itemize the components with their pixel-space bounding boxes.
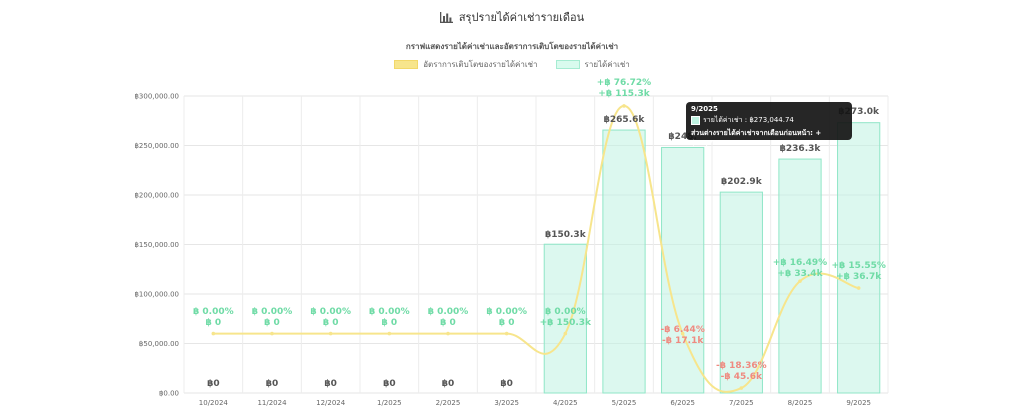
legend-item-income[interactable]: รายได้ค่าเช่า [555,58,630,71]
growth-amount-label: ฿ 0 [499,318,515,328]
tooltip-title: 9/2025 [691,105,718,113]
bar [778,158,822,394]
bar [661,146,705,394]
growth-percent-label: ฿ 0.00% [193,307,234,317]
growth-point [504,331,509,336]
bar-value-label: ฿265.6k [604,115,646,125]
tooltip-value: รายได้ค่าเช่า : ฿273,044.74 [703,116,794,124]
bar-value-label: ฿150.3k [545,230,587,240]
x-tick-label: 3/2025 [494,399,519,407]
bar [543,243,587,394]
legend-item-growth[interactable]: อัตราการเติบโตของรายได้ค่าเช่า [394,58,538,71]
bar-value-label: ฿0 [383,379,396,389]
x-tick-label: 5/2025 [612,399,637,407]
growth-point [856,286,861,290]
growth-point [680,331,685,336]
x-tick-label: 4/2025 [553,399,578,407]
growth-amount-label: -฿ 45.6k [721,372,763,382]
bar-value-label: ฿273.0k [838,107,880,117]
bar [602,129,646,394]
growth-percent-label: ฿ 0.00% [486,307,527,317]
chart-legend: อัตราการเติบโตของรายได้ค่าเช่า รายได้ค่า… [0,58,1024,71]
bar-value-label: ฿0 [442,379,455,389]
bar-value-label: ฿0 [207,379,220,389]
bar [719,191,763,394]
growth-percent-label: -฿ 18.36% [716,361,767,371]
tooltip-row: รายได้ค่าเช่า : ฿273,044.74 [691,115,847,126]
legend-swatch-income [555,60,580,69]
growth-amount-label: +฿ 36.7k [836,272,882,282]
growth-point [211,331,216,336]
growth-percent-label: +฿ 15.55% [831,261,885,271]
bar-chart-icon [439,11,453,23]
growth-point [798,279,802,283]
x-tick-label: 12/2024 [316,399,346,407]
chart-tooltip: 9/2025 รายได้ค่าเช่า : ฿273,044.74 ส่วนต… [686,102,852,147]
growth-amount-label: +฿ 115.3k [598,89,650,99]
chart-title: กราฟแสดงรายได้ค่าเช่าและอัตราการเติบโตขอ… [405,42,619,51]
growth-point [387,331,392,336]
x-tick-label: 7/2025 [729,399,754,407]
growth-amount-label: ฿ 0 [205,318,221,328]
legend-swatch-growth [394,60,419,69]
growth-amount-label: -฿ 17.1k [662,336,704,346]
growth-percent-label: ฿ 0.00% [252,307,293,317]
bar-value-label: ฿236.3k [780,144,822,154]
growth-amount-label: +฿ 150.3k [540,318,592,328]
growth-point [739,386,744,390]
bar [837,122,881,394]
bar-value-label: ฿0 [324,379,337,389]
growth-percent-label: ฿ 0.00% [545,307,586,317]
growth-point [622,104,626,108]
x-tick-label: 2/2025 [436,399,461,407]
x-tick-label: 6/2025 [670,399,695,407]
y-tick-label: ฿50,000.00 [139,340,179,348]
growth-amount-label: ฿ 0 [264,318,280,328]
growth-amount-label: +฿ 33.4k [777,269,823,279]
tooltip-swatch [691,116,700,125]
growth-amount-label: ฿ 0 [440,318,456,328]
x-tick-label: 1/2025 [377,399,402,407]
growth-point [270,331,274,336]
y-tick-label: ฿0.00 [159,390,179,398]
bar-value-label: ฿0 [500,379,513,389]
growth-point [563,331,568,336]
bar-value-label: ฿0 [266,379,279,389]
growth-line [213,104,859,393]
legend-label-growth: อัตราการเติบโตของรายได้ค่าเช่า [423,60,538,69]
growth-percent-label: +฿ 76.72% [597,78,651,88]
growth-percent-label: +฿ 16.49% [773,258,827,268]
y-tick-label: ฿300,000.00 [134,93,179,101]
growth-point [446,331,450,336]
growth-percent-label: ฿ 0.00% [310,307,351,317]
y-tick-label: ฿150,000.00 [134,241,179,249]
y-tick-label: ฿250,000.00 [134,142,179,150]
y-tick-label: ฿100,000.00 [134,291,179,299]
x-tick-label: 9/2025 [846,399,871,407]
x-tick-label: 8/2025 [788,399,813,407]
legend-label-income: รายได้ค่าเช่า [584,60,630,69]
y-tick-label: ฿200,000.00 [134,192,179,200]
growth-amount-label: ฿ 0 [323,318,339,328]
bar-value-label: ฿202.9k [721,177,763,187]
tooltip-diff: ส่วนต่างรายได้ค่าเช่าจากเดือนก่อนหน้า: +… [691,129,822,147]
growth-point [328,331,333,336]
growth-amount-label: ฿ 0 [381,318,397,328]
x-tick-label: 11/2024 [257,399,287,407]
growth-percent-label: -฿ 6.44% [660,325,704,335]
growth-percent-label: ฿ 0.00% [428,307,469,317]
page-title: สรุปรายได้ค่าเช่ารายเดือน [458,11,585,24]
x-tick-label: 10/2024 [199,399,229,407]
chart-header: สรุปรายได้ค่าเช่ารายเดือน [0,8,1024,26]
bar-value-label: ฿248. [668,132,696,142]
growth-percent-label: ฿ 0.00% [369,307,410,317]
